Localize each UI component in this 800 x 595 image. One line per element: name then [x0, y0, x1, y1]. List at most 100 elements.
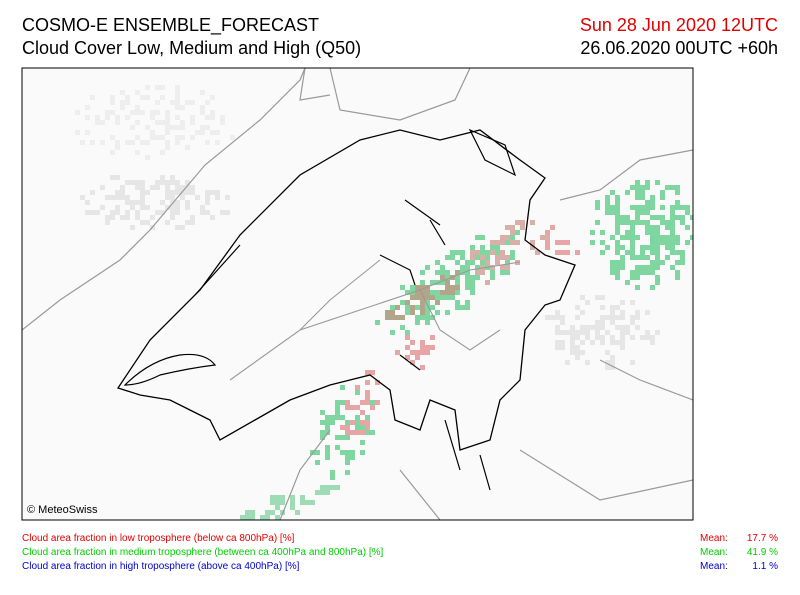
cloud-pixel — [290, 505, 295, 510]
cloud-pixel — [680, 250, 685, 255]
cloud-pixel — [670, 205, 675, 210]
cloud-pixel — [125, 195, 130, 200]
cloud-pixel — [630, 315, 635, 320]
cloud-pixel — [130, 200, 135, 205]
cloud-pixel — [630, 205, 635, 210]
cloud-pixel — [135, 110, 140, 115]
cloud-pixel — [615, 225, 620, 230]
cloud-pixel — [605, 210, 610, 215]
cloud-pixel — [325, 455, 330, 460]
cloud-pixel — [145, 155, 150, 160]
cloud-pixel — [620, 310, 625, 315]
cloud-pixel — [500, 250, 505, 255]
cloud-pixel — [360, 450, 365, 455]
cloud-pixel — [375, 400, 380, 405]
cloud-pixel — [595, 320, 600, 325]
cloud-pixel — [135, 90, 140, 95]
cloud-pixel — [90, 210, 95, 215]
cloud-pixel — [455, 300, 460, 305]
cloud-pixel — [430, 345, 435, 350]
cloud-pixel — [125, 210, 130, 215]
cloud-pixel — [335, 410, 340, 415]
legend-label: Cloud area fraction in low troposphere (… — [22, 533, 295, 544]
cloud-pixel — [650, 285, 655, 290]
cloud-pixel — [570, 335, 575, 340]
cloud-pixel — [425, 320, 430, 325]
cloud-pixel — [645, 220, 650, 225]
cloud-pixel — [115, 140, 120, 145]
cloud-pixel — [210, 95, 215, 100]
cloud-pixel — [290, 495, 295, 500]
cloud-pixel — [400, 325, 405, 330]
cloud-pixel — [480, 235, 485, 240]
cloud-pixel — [345, 450, 350, 455]
cloud-pixel — [125, 140, 130, 145]
cloud-pixel — [120, 90, 125, 95]
cloud-pixel — [615, 240, 620, 245]
cloud-pixel — [495, 245, 500, 250]
cloud-pixel — [685, 210, 690, 215]
cloud-pixel — [670, 265, 675, 270]
cloud-pixel — [385, 315, 390, 320]
cloud-pixel — [580, 330, 585, 335]
cloud-pixel — [245, 515, 250, 520]
cloud-pixel — [600, 305, 605, 310]
cloud-pixel — [670, 185, 675, 190]
cloud-pixel — [140, 140, 145, 145]
cloud-pixel — [275, 500, 280, 505]
cloud-pixel — [645, 270, 650, 275]
cloud-pixel — [615, 265, 620, 270]
cloud-pixel — [110, 195, 115, 200]
cloud-pixel — [420, 315, 425, 320]
cloud-pixel — [200, 105, 205, 110]
cloud-pixel — [205, 115, 210, 120]
cloud-pixel — [105, 195, 110, 200]
cloud-pixel — [515, 240, 520, 245]
cloud-pixel — [135, 105, 140, 110]
cloud-pixel — [325, 490, 330, 495]
cloud-pixel — [645, 225, 650, 230]
cloud-pixel — [615, 325, 620, 330]
cloud-pixel — [485, 260, 490, 265]
cloud-pixel — [630, 335, 635, 340]
cloud-pixel — [495, 240, 500, 245]
cloud-pixel — [240, 520, 245, 525]
cloud-pixel — [160, 210, 165, 215]
cloud-pixel — [670, 240, 675, 245]
cloud-pixel — [175, 225, 180, 230]
cloud-pixel — [655, 265, 660, 270]
cloud-pixel — [420, 365, 425, 370]
cloud-pixel — [655, 240, 660, 245]
cloud-pixel — [605, 315, 610, 320]
cloud-pixel — [655, 260, 660, 265]
cloud-pixel — [415, 285, 420, 290]
cloud-pixel — [210, 130, 215, 135]
cloud-pixel — [550, 315, 555, 320]
cloud-pixel — [330, 420, 335, 425]
cloud-pixel — [450, 295, 455, 300]
cloud-pixel — [670, 215, 675, 220]
cloud-pixel — [190, 120, 195, 125]
cloud-pixel — [665, 185, 670, 190]
cloud-pixel — [350, 450, 355, 455]
cloud-pixel — [600, 325, 605, 330]
cloud-pixel — [600, 295, 605, 300]
cloud-pixel — [445, 280, 450, 285]
cloud-pixel — [665, 240, 670, 245]
cloud-pixel — [660, 260, 665, 265]
cloud-pixel — [690, 215, 693, 220]
cloud-pixel — [580, 310, 585, 315]
cloud-pixel — [480, 245, 485, 250]
cloud-pixel — [415, 320, 420, 325]
cloud-pixel — [605, 195, 610, 200]
cloud-pixel — [660, 240, 665, 245]
cloud-pixel — [635, 185, 640, 190]
cloud-pixel — [500, 235, 505, 240]
cloud-pixel — [650, 335, 655, 340]
cloud-pixel — [620, 345, 625, 350]
cloud-pixel — [160, 150, 165, 155]
cloud-pixel — [655, 215, 660, 220]
cloud-pixel — [120, 100, 125, 105]
cloud-pixel — [190, 215, 195, 220]
cloud-pixel — [130, 110, 135, 115]
